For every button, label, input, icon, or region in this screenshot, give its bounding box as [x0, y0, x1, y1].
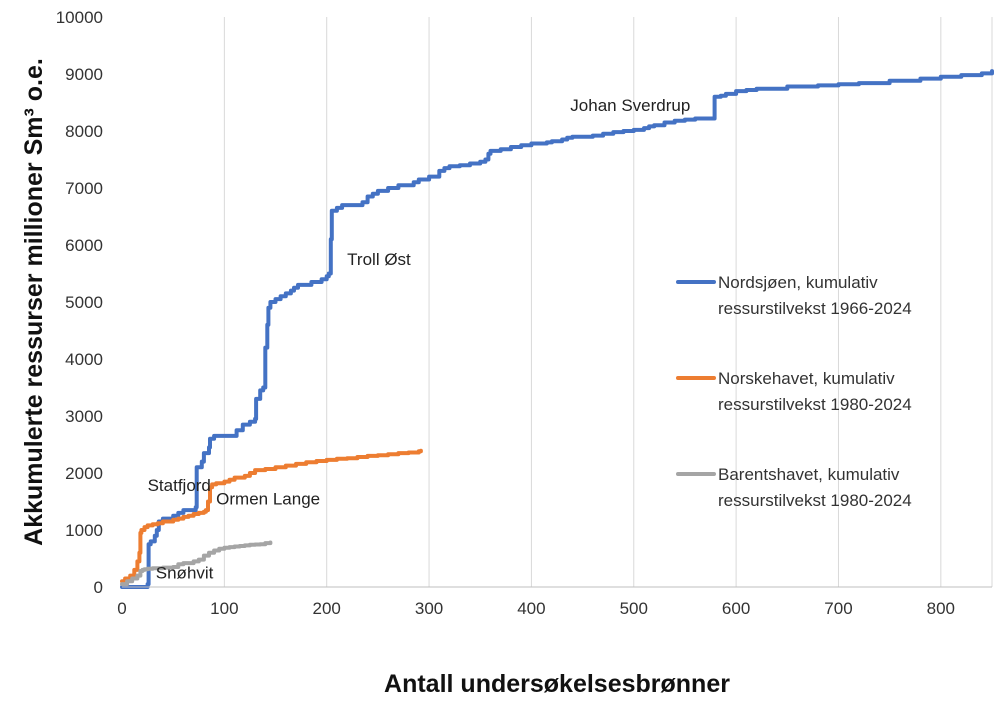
y-tick-label: 0: [94, 578, 103, 597]
y-tick-label: 4000: [65, 350, 103, 369]
x-tick-label: 300: [415, 599, 443, 618]
legend-label: ressurstilvekst 1980-2024: [718, 395, 912, 414]
y-tick-label: 9000: [65, 65, 103, 84]
legend-label: ressurstilvekst 1980-2024: [718, 491, 912, 510]
legend-label: Norskehavet, kumulativ: [718, 369, 895, 388]
y-tick-label: 10000: [56, 8, 103, 27]
annotation-label: Ormen Lange: [216, 489, 320, 508]
series-lines: [120, 69, 994, 589]
y-tick-label: 8000: [65, 122, 103, 141]
x-tick-label: 0: [117, 599, 126, 618]
x-tick-label: 100: [210, 599, 238, 618]
series-line-0: [120, 69, 994, 589]
legend: Nordsjøen, kumulativ ressurstilvekst 1966…: [676, 273, 912, 510]
legend-label: Barentshavet, kumulativ: [718, 465, 900, 484]
x-tick-label: 400: [517, 599, 545, 618]
x-tick-label: 700: [824, 599, 852, 618]
y-tick-labels: 0 1000 2000 3000 4000 5000 6000 7000 8000 9000 100…: [56, 8, 103, 597]
legend-label: Nordsjøen, kumulativ: [718, 273, 878, 292]
annotation-label: Statfjord: [148, 476, 211, 495]
y-tick-label: 7000: [65, 179, 103, 198]
annotation-label: Johan Sverdrup: [570, 96, 690, 115]
y-tick-label: 6000: [65, 236, 103, 255]
grid-lines: [223, 17, 993, 587]
x-tick-labels: 0 100 200 300 400 500 600 700 800: [117, 599, 955, 618]
y-tick-label: 3000: [65, 407, 103, 426]
series-line-2: [120, 540, 273, 587]
y-tick-label: 2000: [65, 464, 103, 483]
y-tick-label: 5000: [65, 293, 103, 312]
annotation-label: Snøhvit: [156, 563, 214, 582]
annotations: Statfjord Snøhvit Ormen Lange Troll Øst Joha…: [148, 96, 691, 582]
x-tick-label: 800: [927, 599, 955, 618]
legend-label: ressurstilvekst 1966-2024: [718, 299, 912, 318]
series-line-1: [120, 448, 423, 584]
y-axis-title: Akkumulerte ressurser millioner Sm³ o.e.: [20, 58, 48, 546]
y-tick-label: 1000: [65, 521, 103, 540]
x-tick-label: 600: [722, 599, 750, 618]
x-axis-title: Antall undersøkelsesbrønner: [384, 670, 730, 698]
x-tick-label: 500: [620, 599, 648, 618]
annotation-label: Troll Øst: [347, 250, 411, 269]
x-tick-label: 200: [313, 599, 341, 618]
